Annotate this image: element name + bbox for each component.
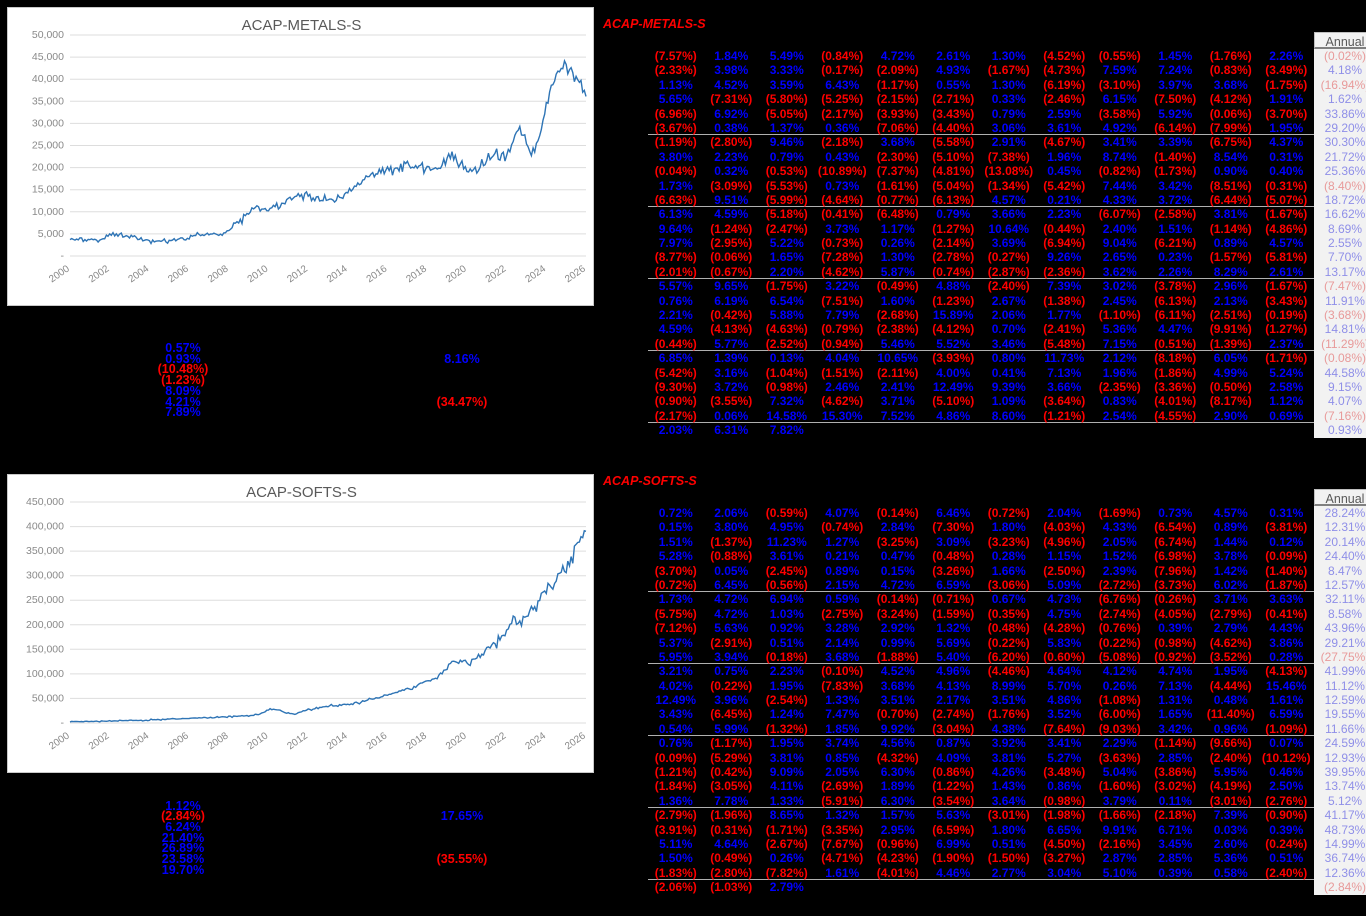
svg-text:2022: 2022 [484,263,509,285]
svg-text:2018: 2018 [404,730,429,752]
svg-text:2004: 2004 [127,730,152,752]
svg-text:ACAP-SOFTS-S: ACAP-SOFTS-S [246,484,357,501]
svg-text:30,000: 30,000 [32,117,64,129]
svg-text:50,000: 50,000 [32,692,64,704]
svg-text:2024: 2024 [523,730,548,752]
svg-text:2002: 2002 [87,730,112,752]
svg-text:2010: 2010 [246,730,271,752]
svg-text:2006: 2006 [166,730,191,752]
svg-text:25,000: 25,000 [32,140,64,152]
svg-text:2000: 2000 [47,263,72,285]
svg-text:2008: 2008 [206,263,231,285]
svg-text:2010: 2010 [246,263,271,285]
svg-text:-: - [61,717,65,729]
svg-text:400,000: 400,000 [26,521,64,533]
svg-text:2026: 2026 [563,263,588,285]
svg-text:15,000: 15,000 [32,184,64,196]
svg-text:ACAP-METALS-S: ACAP-METALS-S [242,17,362,34]
svg-text:2012: 2012 [285,263,310,285]
svg-text:2000: 2000 [47,730,72,752]
svg-text:10,000: 10,000 [32,206,64,218]
svg-text:2008: 2008 [206,730,231,752]
svg-text:2014: 2014 [325,730,350,752]
svg-text:2024: 2024 [523,263,548,285]
svg-text:2016: 2016 [365,730,390,752]
svg-text:35,000: 35,000 [32,95,64,107]
svg-text:2002: 2002 [87,263,112,285]
svg-text:2026: 2026 [563,730,588,752]
svg-text:50,000: 50,000 [32,29,64,41]
svg-text:450,000: 450,000 [26,496,64,508]
svg-text:45,000: 45,000 [32,51,64,63]
svg-text:20,000: 20,000 [32,162,64,174]
svg-text:2016: 2016 [365,263,390,285]
svg-text:-: - [61,250,65,262]
svg-text:350,000: 350,000 [26,545,64,557]
svg-text:200,000: 200,000 [26,619,64,631]
svg-text:2022: 2022 [484,730,509,752]
svg-text:5,000: 5,000 [38,228,64,240]
svg-text:40,000: 40,000 [32,73,64,85]
svg-text:300,000: 300,000 [26,570,64,582]
svg-text:2018: 2018 [404,263,429,285]
svg-text:2014: 2014 [325,263,350,285]
svg-text:2020: 2020 [444,263,469,285]
svg-text:2006: 2006 [166,263,191,285]
svg-text:100,000: 100,000 [26,668,64,680]
svg-text:2004: 2004 [127,263,152,285]
svg-text:2012: 2012 [285,730,310,752]
svg-text:2020: 2020 [444,730,469,752]
svg-text:250,000: 250,000 [26,594,64,606]
svg-text:150,000: 150,000 [26,643,64,655]
